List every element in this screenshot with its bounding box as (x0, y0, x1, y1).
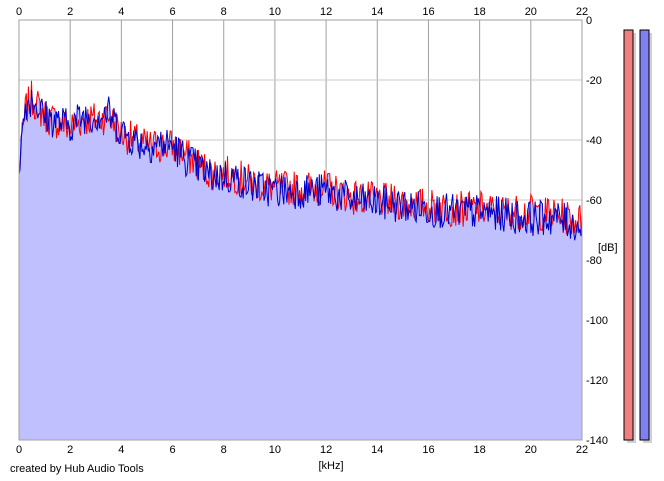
x-tick-labels-bottom: 0 2 4 6 8 10 12 14 16 18 20 22 (16, 444, 588, 456)
y-tick-label: 0 (586, 15, 592, 27)
x-tick-label: 2 (67, 6, 73, 18)
level-meters (623, 29, 652, 443)
level-meter-bar (639, 29, 650, 441)
y-tick-label: -120 (586, 375, 608, 387)
x-tick-label: 12 (320, 444, 332, 456)
x-tick-label: 4 (118, 444, 124, 456)
x-tick-label: 20 (525, 6, 537, 18)
x-tick-label: 16 (422, 6, 434, 18)
y-tick-label: -100 (586, 315, 608, 327)
y-tick-label: -140 (586, 435, 608, 447)
x-tick-label: 0 (16, 6, 22, 18)
y-tick-label: -20 (586, 75, 602, 87)
x-tick-label: 8 (221, 6, 227, 18)
x-tick-label: 6 (169, 6, 175, 18)
x-tick-label: 14 (371, 444, 383, 456)
x-tick-label: 20 (525, 444, 537, 456)
x-tick-label: 22 (576, 444, 588, 456)
x-tick-label: 4 (118, 6, 124, 18)
x-tick-labels-top: 0 2 4 6 8 10 12 14 16 18 20 22 (16, 6, 588, 18)
x-tick-label: 6 (169, 444, 175, 456)
x-tick-label: 2 (67, 444, 73, 456)
spectrum-fill (19, 80, 582, 441)
y-tick-label: -60 (586, 195, 602, 207)
x-tick-label: 18 (474, 6, 486, 18)
x-tick-label: 22 (576, 6, 588, 18)
credit-text: created by Hub Audio Tools (10, 463, 144, 475)
x-tick-label: 16 (422, 444, 434, 456)
x-tick-label: 10 (269, 6, 281, 18)
x-tick-label: 0 (16, 444, 22, 456)
plot-frame (18, 19, 583, 441)
x-tick-label: 8 (221, 444, 227, 456)
x-tick-label: 14 (371, 6, 383, 18)
y-tick-labels: 0 -20 -40 -60 -80 -100 -120 -140 (586, 15, 608, 447)
y-tick-label: -40 (586, 135, 602, 147)
x-tick-label: 10 (269, 444, 281, 456)
x-axis-label: [kHz] (318, 460, 343, 472)
x-tick-label: 12 (320, 6, 332, 18)
level-meter-bar (623, 29, 634, 441)
spectrum-line-blue (18, 89, 583, 241)
x-tick-label: 18 (474, 444, 486, 456)
y-axis-label: [dB] (598, 242, 618, 254)
y-tick-label: -80 (586, 255, 602, 267)
